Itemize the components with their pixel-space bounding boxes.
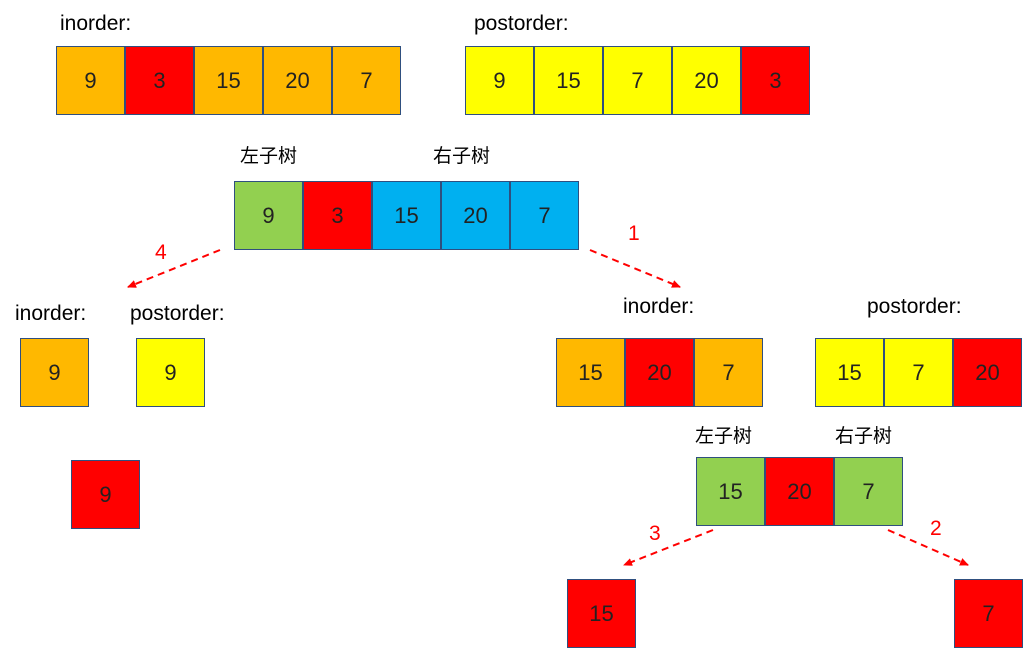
array-cell: 15 [815, 338, 884, 407]
array-cell: 20 [263, 46, 332, 115]
top-inorder-array: 9 3 15 20 7 [56, 46, 401, 115]
array-cell: 9 [56, 46, 125, 115]
top-postorder-label: postorder: [474, 12, 569, 35]
right-left-leaf-node: 15 [567, 579, 636, 648]
left-postorder-array: 9 [136, 338, 205, 407]
right-inorder-array: 15 20 7 [556, 338, 763, 407]
top-postorder-array: 9 15 7 20 3 [465, 46, 810, 115]
array-cell: 3 [741, 46, 810, 115]
array-cell: 7 [694, 338, 763, 407]
array-cell: 15 [534, 46, 603, 115]
array-cell: 9 [465, 46, 534, 115]
left-inorder-label: inorder: [15, 302, 87, 325]
array-cell: 20 [441, 181, 510, 250]
left-leaf-node: 9 [71, 460, 140, 529]
step-label-3: 3 [649, 522, 661, 545]
right-split-right-subtree-label: 右子树 [835, 426, 893, 447]
array-cell: 20 [953, 338, 1022, 407]
left-postorder-label: postorder: [130, 302, 225, 325]
right-inorder-label: inorder: [623, 295, 695, 318]
node-cell: 7 [954, 579, 1023, 648]
arrow-step-4 [127, 249, 221, 288]
array-cell: 15 [556, 338, 625, 407]
split-array: 9 3 15 20 7 [234, 181, 579, 250]
array-cell: 7 [603, 46, 672, 115]
step-label-4: 4 [155, 241, 167, 264]
top-inorder-label: inorder: [60, 12, 132, 35]
arrow-step-3 [623, 529, 714, 566]
array-cell: 9 [234, 181, 303, 250]
arrow-step-2 [887, 529, 969, 566]
array-cell: 3 [125, 46, 194, 115]
step-label-1: 1 [628, 222, 640, 245]
split-right-subtree-label: 右子树 [433, 146, 491, 167]
node-cell: 9 [71, 460, 140, 529]
array-cell: 7 [510, 181, 579, 250]
array-cell: 20 [672, 46, 741, 115]
right-postorder-array: 15 7 20 [815, 338, 1022, 407]
array-cell: 3 [303, 181, 372, 250]
array-cell: 7 [834, 457, 903, 526]
right-split-array: 15 20 7 [696, 457, 903, 526]
arrow-step-1 [589, 249, 681, 288]
node-cell: 15 [567, 579, 636, 648]
array-cell: 7 [332, 46, 401, 115]
array-cell: 9 [20, 338, 89, 407]
array-cell: 20 [765, 457, 834, 526]
right-postorder-label: postorder: [867, 295, 962, 318]
array-cell: 7 [884, 338, 953, 407]
array-cell: 20 [625, 338, 694, 407]
array-cell: 15 [194, 46, 263, 115]
right-right-leaf-node: 7 [954, 579, 1023, 648]
array-cell: 9 [136, 338, 205, 407]
array-cell: 15 [696, 457, 765, 526]
step-label-2: 2 [930, 517, 942, 540]
left-inorder-array: 9 [20, 338, 89, 407]
array-cell: 15 [372, 181, 441, 250]
split-left-subtree-label: 左子树 [240, 146, 298, 167]
right-split-left-subtree-label: 左子树 [695, 426, 753, 447]
